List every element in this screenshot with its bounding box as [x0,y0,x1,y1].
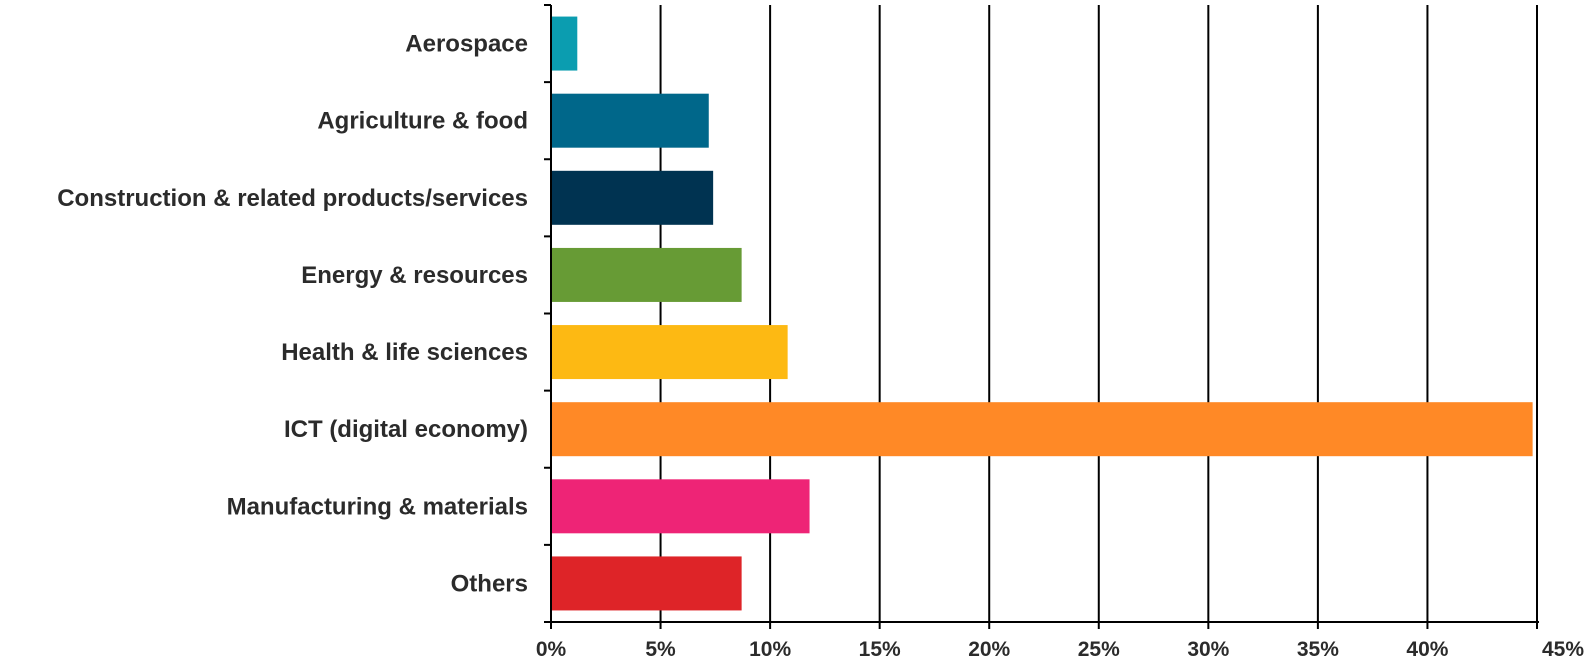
bar-aerospace [551,16,578,71]
x-tick-label-25: 25% [1078,638,1120,661]
x-tick-label-0: 0% [536,638,567,661]
category-label-aerospace: Aerospace [405,31,528,58]
x-tick-label-20: 20% [968,638,1010,661]
bar-energy-resources [551,247,742,302]
bar-manufacturing-materials [551,479,810,534]
category-labels: Aerospace Agriculture & food Construction … [57,31,528,598]
category-label-agriculture-food: Agriculture & food [317,108,528,135]
x-tick-labels: 0% 5% 10% 15% 20% 25% 30% 35% 40% 45% [536,638,1585,661]
category-label-others: Others [451,570,528,597]
bar-ict-digital-economy [551,402,1533,457]
bar-agriculture-food [551,93,709,148]
category-label-manufacturing-materials: Manufacturing & materials [227,493,528,520]
x-tick-label-40: 40% [1406,638,1448,661]
category-label-ict-digital-economy: ICT (digital economy) [284,416,528,443]
category-label-health-life-sciences: Health & life sciences [281,339,528,366]
gridlines [659,5,1538,622]
category-label-construction-related-products-services: Construction & related products/services [57,185,528,212]
x-tick-label-10: 10% [749,638,791,661]
x-tick-label-30: 30% [1187,638,1229,661]
bar-health-life-sciences [551,325,788,380]
x-tick-label-5: 5% [645,638,676,661]
axes [544,4,1539,629]
x-tick-label-45: 45% [1542,638,1584,661]
x-tick-label-35: 35% [1297,638,1339,661]
category-label-energy-resources: Energy & resources [301,262,528,289]
bars [551,16,1533,611]
bar-construction-related-products-services [551,170,714,225]
bar-others [551,556,742,611]
x-tick-label-15: 15% [859,638,901,661]
